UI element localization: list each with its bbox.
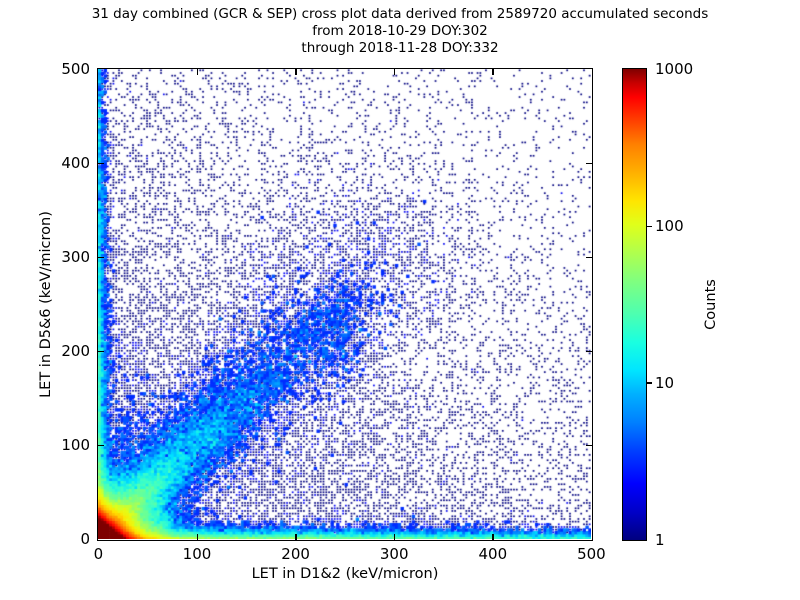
y-tick-right-200 [586,351,592,353]
title-line-2: from 2018-10-29 DOY:302 [312,23,488,39]
colorbar-tick-10 [646,382,652,384]
x-tick-400 [492,534,494,540]
colorbar-ticklabel-100: 100 [655,217,684,236]
y-ticklabel-200: 200 [61,342,90,361]
y-tick-100 [98,445,104,447]
y-tick-right-300 [586,257,592,259]
y-axis-label: LET in D5&6 (keV/micron) [38,211,54,398]
y-tick-right-400 [586,163,592,165]
figure-title: 31 day combined (GCR & SEP) cross plot d… [0,6,800,57]
colorbar-tick-100 [646,225,652,228]
y-ticklabel-400: 400 [61,154,90,173]
x-tick-top-200 [295,69,297,75]
y-tick-300 [98,257,104,259]
y-ticklabel-300: 300 [61,248,90,267]
title-line-1: 31 day combined (GCR & SEP) cross plot d… [91,6,709,22]
plot-axes-frame [97,68,593,541]
x-ticklabel-300: 300 [379,545,409,563]
x-ticklabel-200: 200 [281,545,310,563]
y-tick-right-100 [586,445,592,447]
y-ticklabel-500: 500 [61,60,90,79]
title-line-3: through 2018-11-28 DOY:332 [301,40,499,56]
x-ticklabel-400: 400 [478,545,508,563]
x-tick-top-300 [393,69,396,75]
y-tick-400 [98,163,104,165]
colorbar-ticklabel-1000: 1000 [655,60,694,79]
x-axis-label: LET in D1&2 (keV/micron) [251,566,439,582]
x-ticklabel-100: 100 [182,545,212,563]
x-tick-top-400 [492,69,494,75]
x-tick-100 [196,534,198,540]
y-ticklabel-0: 0 [80,530,90,549]
x-tick-300 [393,534,396,540]
x-ticklabel-0: 0 [93,545,104,563]
x-tick-top-100 [196,69,198,75]
colorbar [622,68,652,541]
y-tick-200 [98,351,104,353]
scatter-data-canvas [98,69,591,539]
x-ticklabel-500: 500 [577,545,606,563]
y-ticklabel-100: 100 [61,436,90,455]
colorbar-ticklabel-10: 10 [655,373,675,392]
colorbar-ticklabel-1: 1 [655,530,665,549]
x-tick-200 [295,534,297,540]
colorbar-label: Counts [703,279,719,330]
